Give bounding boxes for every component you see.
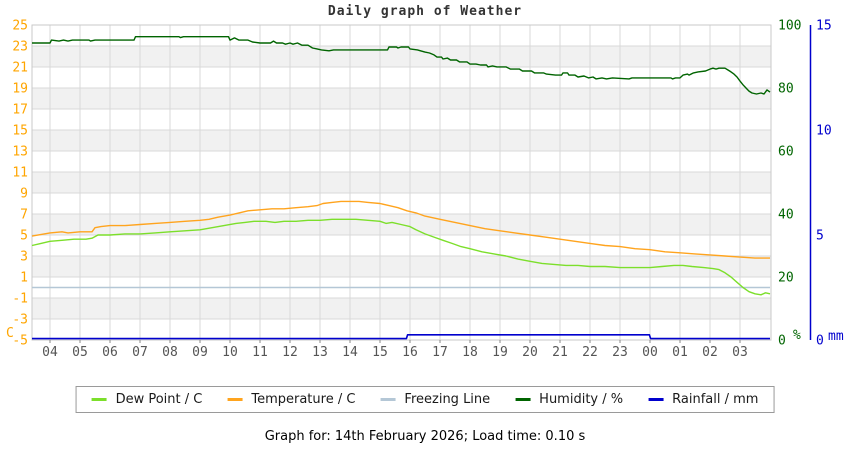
axis-tick-label: 00 — [642, 345, 658, 360]
series-line-rainfall — [32, 333, 770, 340]
axis-tick-label: 20 — [778, 271, 794, 286]
axis-tick-label: 14 — [342, 345, 358, 360]
axis-tick-label: 16 — [402, 345, 418, 360]
axis-tick-label: -3 — [12, 313, 28, 328]
axis-tick-label: 05 — [72, 345, 88, 360]
axis-tick-label: 12 — [282, 345, 298, 360]
axis-tick-label: 20 — [522, 345, 538, 360]
axis-tick-label: 17 — [12, 103, 28, 118]
axis-tick-label: 80 — [778, 82, 794, 97]
axis-tick-label: 40 — [778, 208, 794, 223]
plot-bands — [32, 46, 771, 319]
y-axis-left-labels: 25 23 21 19 17 15 13 11 9 7 5 3 1 -1 -3 -5C — [6, 19, 28, 349]
axis-tick-label: 0 — [816, 334, 824, 349]
legend-item-dew-point: Dew Point / C — [91, 392, 203, 407]
series-line-humidity — [32, 36, 771, 95]
axis-tick-label: 11 — [252, 345, 268, 360]
axis-tick-label: 3 — [20, 250, 28, 265]
y-axis-percent-unit: % — [793, 328, 801, 343]
axis-tick-label: 03 — [732, 345, 748, 360]
weather-chart: 252321191715131197531-1-3-5C100806040200… — [6, 19, 844, 361]
axis-tick-label: 19 — [492, 345, 508, 360]
legend-label-dew-point: Dew Point / C — [115, 392, 203, 407]
legend-label-temperature: Temperature / C — [251, 392, 356, 407]
series-temperature — [31, 200, 770, 259]
series-rainfall — [32, 333, 770, 340]
legend-label-humidity: Humidity / % — [539, 392, 624, 407]
legend-item-humidity: Humidity / % — [515, 392, 623, 407]
axis-tick-label: 10 — [816, 124, 832, 139]
axis-tick-label: 15 — [12, 124, 28, 139]
y-axis-mm-unit: mm — [828, 329, 844, 344]
legend-item-freezing-line: Freezing Line — [380, 392, 490, 407]
series-line-temperature — [31, 200, 770, 259]
axis-tick-label: 19 — [12, 82, 28, 97]
axis-tick-label: 22 — [582, 345, 598, 360]
axis-tick-label: 23 — [612, 345, 628, 360]
axis-tick-label: 60 — [778, 145, 794, 160]
axis-tick-label: 09 — [192, 345, 208, 360]
axis-tick-label: 9 — [20, 187, 28, 202]
y-axis-left-unit: C — [6, 326, 14, 341]
axis-tick-label: 08 — [162, 345, 178, 360]
axis-tick-label: 11 — [12, 166, 28, 181]
axis-tick-label: 01 — [672, 345, 688, 360]
legend-swatch-temperature — [227, 398, 243, 401]
axis-tick-label: 21 — [12, 61, 28, 76]
y-axis-percent-labels: 100 80 60 40 20 0% — [778, 19, 801, 349]
axis-tick-label: 0 — [778, 334, 786, 349]
legend-swatch-dew-point — [91, 398, 107, 401]
axis-tick-label: 21 — [552, 345, 568, 360]
axis-tick-label: 02 — [702, 345, 718, 360]
axis-tick-label: 10 — [222, 345, 238, 360]
axis-tick-label: 7 — [20, 208, 28, 223]
legend-swatch-rainfall — [648, 398, 664, 401]
axis-tick-label: 06 — [102, 345, 118, 360]
legend-swatch-humidity — [515, 398, 531, 401]
legend-label-freezing-line: Freezing Line — [404, 392, 491, 407]
axis-tick-label: -5 — [12, 334, 28, 349]
y-axis-mm: 15 10 5 0 mm — [809, 19, 844, 349]
axis-tick-label: 04 — [42, 345, 58, 360]
legend-label-rainfall: Rainfall / mm — [672, 392, 759, 407]
axis-tick-label: 07 — [132, 345, 148, 360]
legend-swatch-freezing-line — [380, 398, 396, 401]
footer-caption: Graph for: 14th February 2026; Load time… — [264, 429, 586, 444]
series-line-dew-point — [31, 218, 771, 296]
axis-tick-label: 23 — [12, 40, 28, 55]
axis-tick-label: 5 — [20, 229, 28, 244]
legend-item-rainfall: Rainfall / mm — [648, 392, 758, 407]
series-humidity — [32, 36, 771, 95]
axis-tick-label: 5 — [816, 229, 824, 244]
axis-tick-label: 17 — [432, 345, 448, 360]
axis-tick-label: 15 — [372, 345, 388, 360]
axis-tick-label: 1 — [20, 271, 28, 286]
axis-tick-label: 100 — [778, 19, 801, 34]
axis-tick-label: 18 — [462, 345, 478, 360]
axis-tick-label: 25 — [12, 19, 28, 34]
axis-tick-label: -1 — [12, 292, 28, 307]
axis-tick-label: 13 — [312, 345, 328, 360]
axis-tick-label: 15 — [816, 19, 832, 34]
series-dew-point — [31, 218, 771, 296]
chart-title: Daily graph of Weather — [327, 4, 523, 19]
x-axis-ticks — [49, 340, 741, 343]
legend-item-temperature: Temperature / C — [227, 392, 355, 407]
axis-tick-label: 13 — [12, 145, 28, 160]
chart-legend: Dew Point / C Temperature / C Freezing Lin… — [75, 386, 775, 413]
x-axis-labels: 04 05 06 07 08 09 10 11 12 13 14 15 16 17 18 19 20 21 22 23… — [42, 345, 748, 360]
